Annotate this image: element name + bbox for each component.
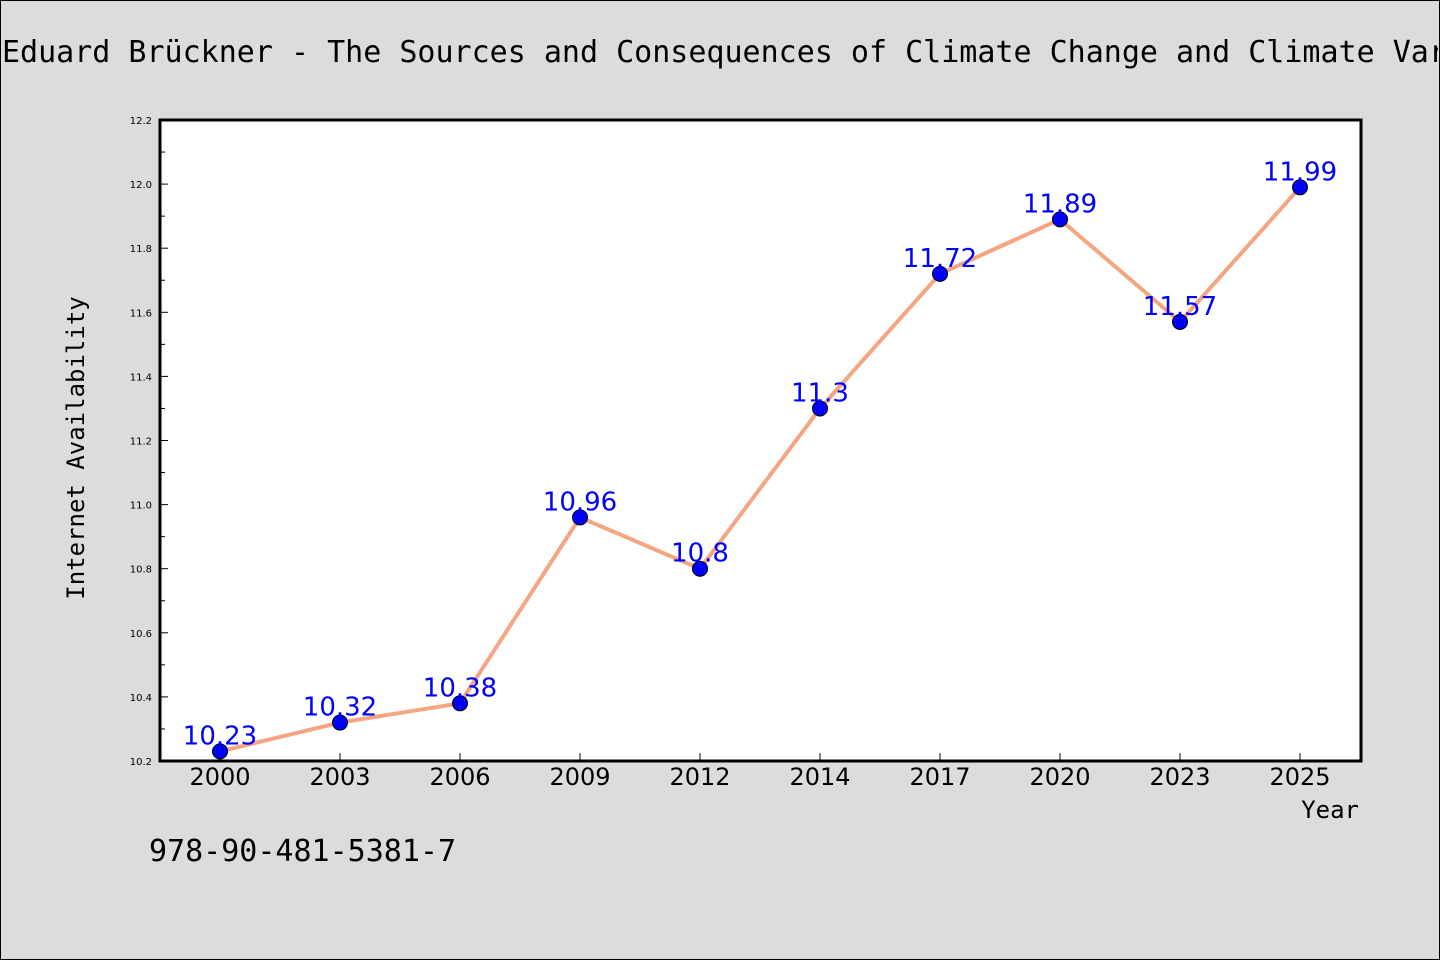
y-tick-label: 10.2 [130,757,152,768]
x-tick-label: 2003 [309,763,370,791]
data-label: 10.38 [423,673,497,703]
data-point [1172,313,1188,330]
isbn-text: 978-90-481-5381-7 [149,834,457,869]
data-label: 11.99 [1263,157,1337,187]
data-label: 10.23 [183,721,257,751]
x-tick-label: 2023 [1149,763,1210,791]
x-axis: 2000 2003 2006 2009 2012 2014 2017 2020 2023 2025 [189,753,1331,791]
y-tick-label: 10.8 [130,565,152,576]
x-tick-label: 2020 [1029,763,1090,791]
data-label: 10.8 [671,539,729,569]
x-tick-label: 2009 [549,763,610,791]
plot-area [158,118,1363,763]
data-point [572,509,588,526]
data-point [932,265,948,282]
y-tick-label: 11.2 [130,437,152,448]
x-axis-label: Year [1301,796,1359,824]
data-point [212,743,228,760]
data-label: 11.3 [791,378,849,408]
y-tick-label: 11.6 [130,308,152,319]
series-layer: 10.23 10.32 10.38 10.96 10.8 11.3 11.72 11.89 11… [183,157,1337,760]
data-point [1052,211,1068,228]
data-point [692,560,708,577]
data-label: 11.57 [1143,292,1217,322]
x-tick-label: 2014 [789,763,850,791]
y-tick-label: 12.0 [130,180,152,191]
y-tick-label: 12.2 [130,116,152,127]
x-tick-label: 2012 [669,763,730,791]
data-label: 11.89 [1023,189,1097,219]
data-point [812,400,828,417]
y-axis-label: Internet Availability [62,296,90,600]
series-line [218,185,1302,754]
x-tick-label: 2006 [429,763,490,791]
y-axis: 10.2 10.4 10.6 10.8 11.0 11.2 11.4 11.6 11.8 12.0… [130,116,168,768]
data-label: 11.72 [903,244,977,274]
x-tick-label: 2017 [909,763,970,791]
y-tick-label: 11.4 [130,372,152,383]
x-tick-label: 2025 [1269,763,1330,791]
y-tick-label: 10.4 [130,693,152,704]
y-tick-label: 11.0 [130,501,152,512]
data-label: 10.96 [543,487,617,517]
data-point [1292,179,1308,196]
y-tick-label: 10.6 [130,629,152,640]
x-tick-label: 2000 [189,763,250,791]
data-point [452,695,468,712]
data-label: 10.32 [303,693,377,723]
y-tick-label: 11.8 [130,244,152,255]
data-point [332,714,348,731]
chart-title: Eduard Brückner - The Sources and Conseq… [2,35,1438,70]
